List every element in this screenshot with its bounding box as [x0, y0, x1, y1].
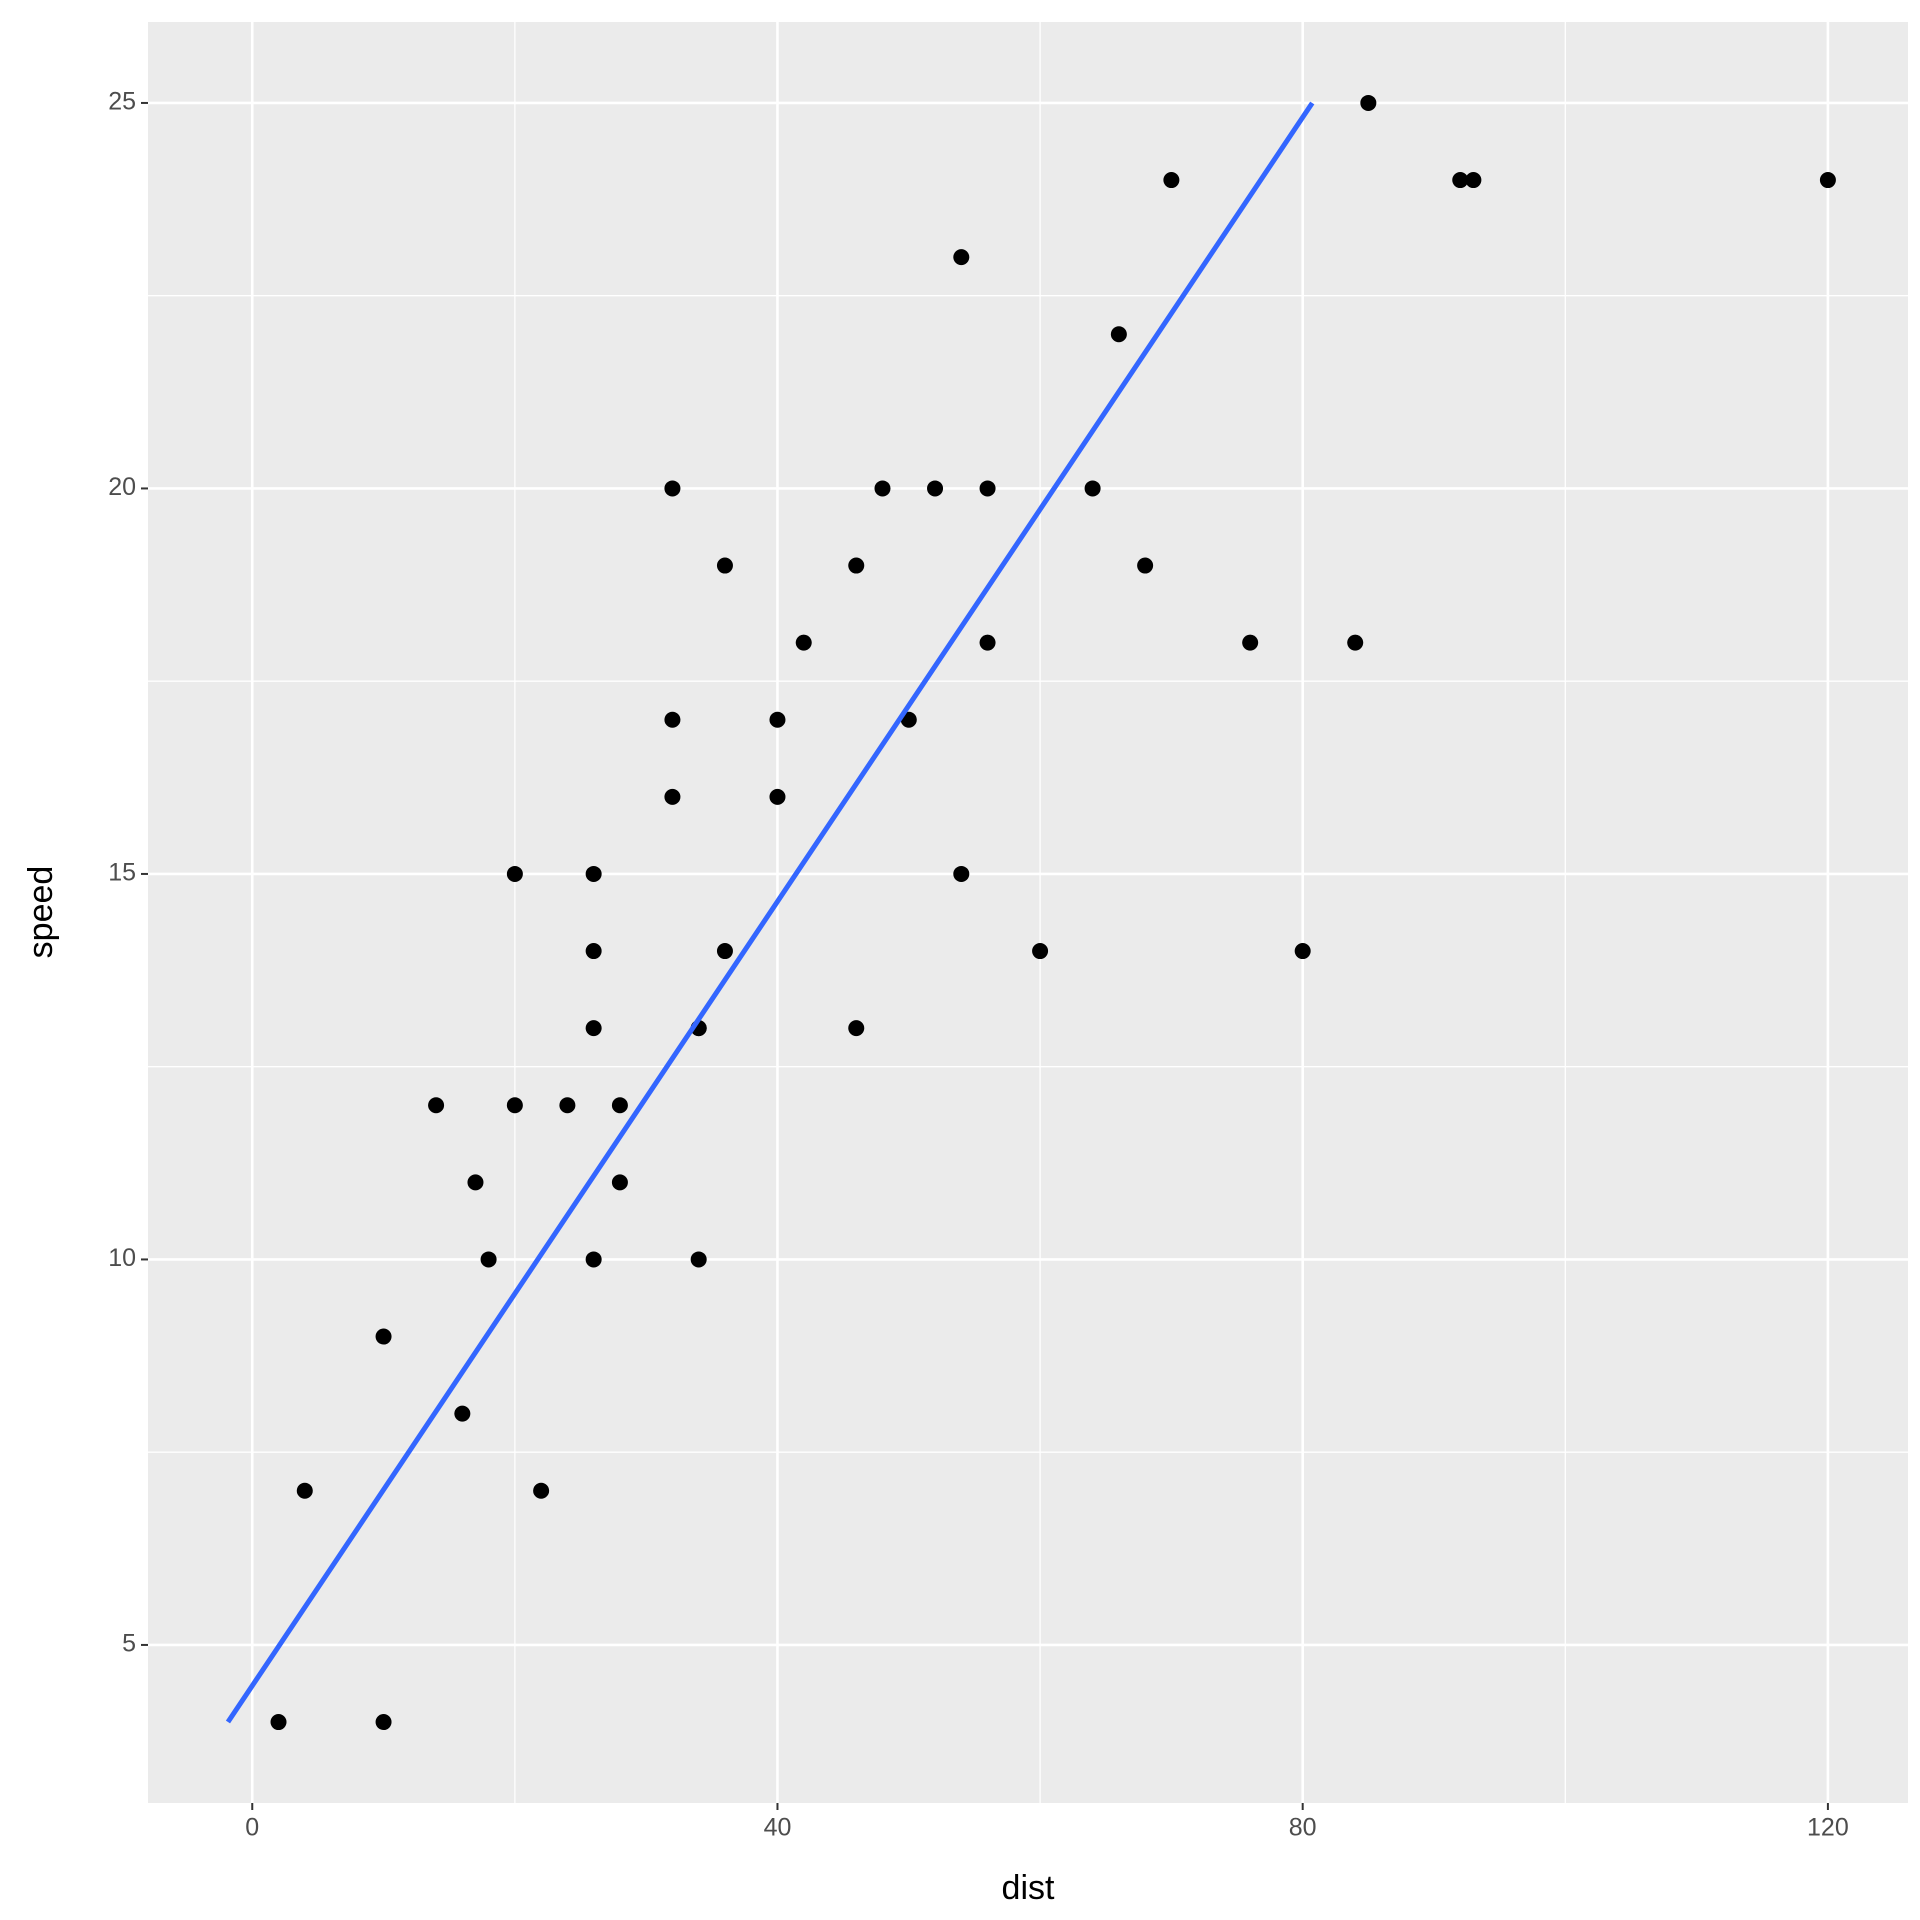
point — [1137, 557, 1154, 574]
x-tick-label: 40 — [764, 1814, 792, 1842]
y-axis-title: speed — [22, 866, 60, 959]
point — [585, 943, 602, 960]
point — [585, 1251, 602, 1268]
point — [664, 788, 681, 805]
point — [664, 480, 681, 497]
point — [664, 711, 681, 728]
point — [1819, 172, 1836, 189]
fit-line — [225, 101, 1315, 1724]
point — [1465, 172, 1482, 189]
point — [611, 1097, 628, 1114]
point — [769, 711, 786, 728]
point — [769, 788, 786, 805]
x-tick-label: 0 — [245, 1814, 259, 1842]
point — [533, 1482, 550, 1499]
point — [611, 1174, 628, 1191]
point — [716, 943, 733, 960]
point — [454, 1405, 471, 1422]
point — [559, 1097, 576, 1114]
point — [795, 634, 812, 651]
point — [296, 1482, 313, 1499]
point — [585, 1020, 602, 1037]
point — [1360, 94, 1377, 111]
point — [506, 865, 523, 882]
point — [1452, 172, 1469, 189]
point — [953, 865, 970, 882]
point — [467, 1174, 484, 1191]
point — [1084, 480, 1101, 497]
point — [1163, 172, 1180, 189]
x-tick-label: 80 — [1289, 1814, 1317, 1842]
x-tick-label: 120 — [1807, 1814, 1849, 1842]
point — [270, 1714, 287, 1731]
point — [848, 557, 865, 574]
point — [874, 480, 891, 497]
y-tick-label: 15 — [108, 859, 136, 887]
point — [848, 1020, 865, 1037]
point — [979, 634, 996, 651]
y-tick-label: 20 — [108, 473, 136, 501]
point — [690, 1251, 707, 1268]
point — [979, 480, 996, 497]
point — [1294, 943, 1311, 960]
point — [375, 1714, 392, 1731]
panel-background — [148, 22, 1908, 1803]
y-tick-label: 25 — [108, 88, 136, 116]
x-axis-title: dist — [1002, 1869, 1055, 1907]
point — [506, 1097, 523, 1114]
point — [1110, 326, 1127, 343]
point — [428, 1097, 445, 1114]
point — [1347, 634, 1364, 651]
point — [480, 1251, 497, 1268]
point — [585, 865, 602, 882]
point — [927, 480, 944, 497]
y-tick-label: 10 — [108, 1244, 136, 1272]
point — [716, 557, 733, 574]
point — [375, 1328, 392, 1345]
y-tick-label: 5 — [122, 1630, 136, 1658]
point — [1242, 634, 1259, 651]
point — [1032, 943, 1049, 960]
point — [953, 249, 970, 266]
